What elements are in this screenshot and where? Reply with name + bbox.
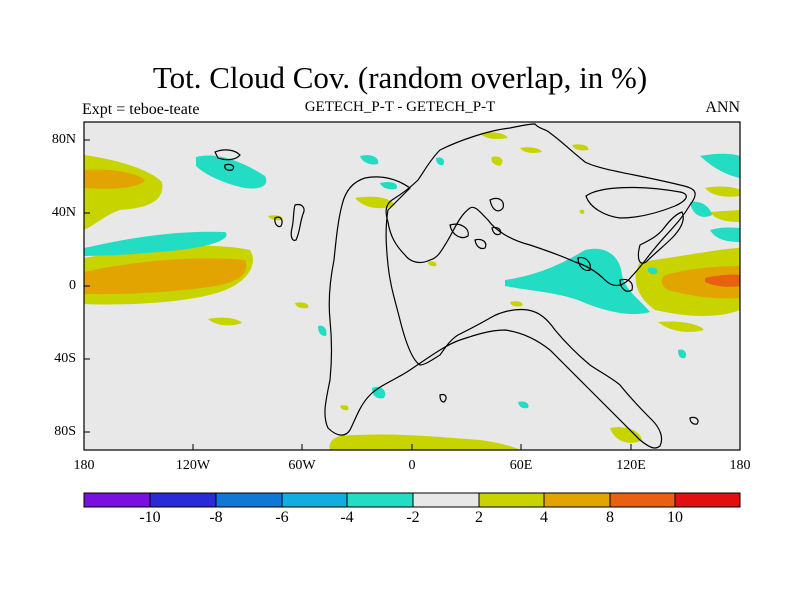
satl-negative bbox=[372, 386, 386, 399]
npac-negative bbox=[196, 155, 267, 189]
colorbar-frame bbox=[83, 492, 741, 508]
case-label: GETECH_P-T - GETECH_P-T bbox=[304, 99, 496, 115]
colorbar-box bbox=[84, 493, 150, 507]
arctic-negative bbox=[360, 155, 379, 165]
arctic-patch-1 bbox=[480, 132, 508, 139]
europe-negative bbox=[436, 157, 445, 166]
sw-pacific-patch bbox=[658, 321, 704, 332]
colorbar-label: 2 bbox=[475, 509, 483, 526]
west-pacific-max bbox=[705, 274, 740, 287]
colorbar-box bbox=[347, 493, 413, 507]
colorbar-box bbox=[675, 493, 740, 507]
colorbar-label: 8 bbox=[606, 509, 614, 526]
colorbar-label: -6 bbox=[275, 509, 289, 526]
colorbar-box bbox=[610, 493, 675, 507]
coastlines bbox=[214, 123, 699, 449]
lat-label-40s: 40S bbox=[54, 351, 76, 366]
colorbar-box bbox=[479, 493, 544, 507]
sa-negative bbox=[318, 325, 327, 336]
antarctic-band bbox=[329, 434, 520, 450]
pacific-equatorial-core bbox=[84, 258, 247, 295]
sepac-patch bbox=[208, 317, 242, 326]
lon-label-60e: 60E bbox=[509, 458, 533, 473]
northern-islet bbox=[224, 163, 235, 171]
colorbar-box bbox=[282, 493, 347, 507]
north-china-block bbox=[585, 186, 687, 219]
wp-negative-dot bbox=[647, 267, 658, 275]
nw-pacific-patch-2 bbox=[710, 210, 740, 222]
cimmerian-island bbox=[489, 197, 504, 212]
nw-pacific-patch bbox=[705, 186, 740, 197]
tethys-island-1 bbox=[449, 223, 469, 239]
colorbar-box bbox=[150, 493, 216, 507]
nw-pacific-negative bbox=[700, 153, 740, 178]
satl-patch bbox=[340, 405, 349, 411]
lat-label-40n: 40N bbox=[51, 205, 76, 220]
colorbar-label: -4 bbox=[340, 509, 354, 526]
asia-small-patch bbox=[579, 209, 585, 214]
arctic-patch-2 bbox=[520, 147, 542, 153]
lon-label-120e: 120E bbox=[616, 458, 646, 473]
south-islet bbox=[439, 393, 447, 403]
west-pacific-core bbox=[661, 266, 740, 299]
laurasia-east-coast bbox=[385, 123, 696, 287]
caribbean-patch bbox=[355, 196, 395, 209]
lat-label-0: 0 bbox=[69, 278, 76, 293]
nw-pacific-negative-2 bbox=[690, 201, 712, 217]
tethys-island-3 bbox=[491, 226, 502, 236]
western-island bbox=[274, 216, 283, 228]
colorbar-box bbox=[216, 493, 282, 507]
tethys-island-2 bbox=[474, 238, 487, 250]
spac-negative bbox=[678, 349, 687, 359]
plot-title: Tot. Cloud Cov. (random overlap, in %) bbox=[152, 60, 648, 95]
colorbar-box bbox=[413, 493, 479, 507]
io-patch bbox=[510, 301, 523, 307]
arctic-patch-4 bbox=[491, 156, 503, 166]
far-south-islet bbox=[689, 416, 699, 425]
map-field bbox=[84, 122, 740, 450]
season-label: ANN bbox=[705, 99, 740, 116]
pacific-north-core bbox=[84, 169, 145, 189]
atl-negative-1 bbox=[380, 181, 398, 190]
indian-ocean-negative bbox=[505, 248, 650, 315]
gondwana-coast bbox=[324, 176, 663, 449]
sio-negative bbox=[518, 401, 529, 409]
colorbar bbox=[83, 492, 741, 508]
cathaysian-terrane bbox=[637, 211, 684, 264]
experiment-label: Expt = teboe-teate bbox=[82, 101, 200, 118]
strongest-positive-regions bbox=[705, 274, 740, 287]
east-tethys-islet bbox=[619, 278, 633, 292]
colorbar-label: -10 bbox=[139, 509, 161, 526]
npac-east-negative bbox=[710, 227, 740, 242]
atl-small-patch bbox=[428, 261, 437, 267]
lon-label-180w: 180 bbox=[73, 458, 95, 473]
lat-label-80s: 80S bbox=[54, 424, 76, 439]
northern-island bbox=[214, 149, 241, 161]
colorbar-label: -2 bbox=[406, 509, 420, 526]
colorbar-box bbox=[544, 493, 610, 507]
arctic-patch-3 bbox=[572, 144, 589, 151]
colorbar-label: -8 bbox=[209, 509, 223, 526]
lon-label-120w: 120W bbox=[175, 458, 211, 473]
cathaysian-islet bbox=[577, 257, 591, 271]
pacific-negative-band bbox=[84, 231, 227, 256]
antarctic-patch bbox=[610, 427, 642, 443]
western-terrane bbox=[290, 203, 305, 241]
colorbar-label: 10 bbox=[667, 509, 683, 526]
lon-label-0: 0 bbox=[408, 458, 416, 473]
axis-ticks bbox=[83, 139, 741, 450]
sa-patch bbox=[295, 302, 309, 309]
lon-label-180e: 180 bbox=[729, 458, 751, 473]
negative-anomaly-regions bbox=[84, 153, 740, 409]
colorbar-label: 4 bbox=[540, 509, 548, 526]
strong-positive-regions bbox=[84, 169, 740, 299]
lon-label-60w: 60W bbox=[288, 458, 316, 473]
lat-label-80n: 80N bbox=[51, 132, 76, 147]
